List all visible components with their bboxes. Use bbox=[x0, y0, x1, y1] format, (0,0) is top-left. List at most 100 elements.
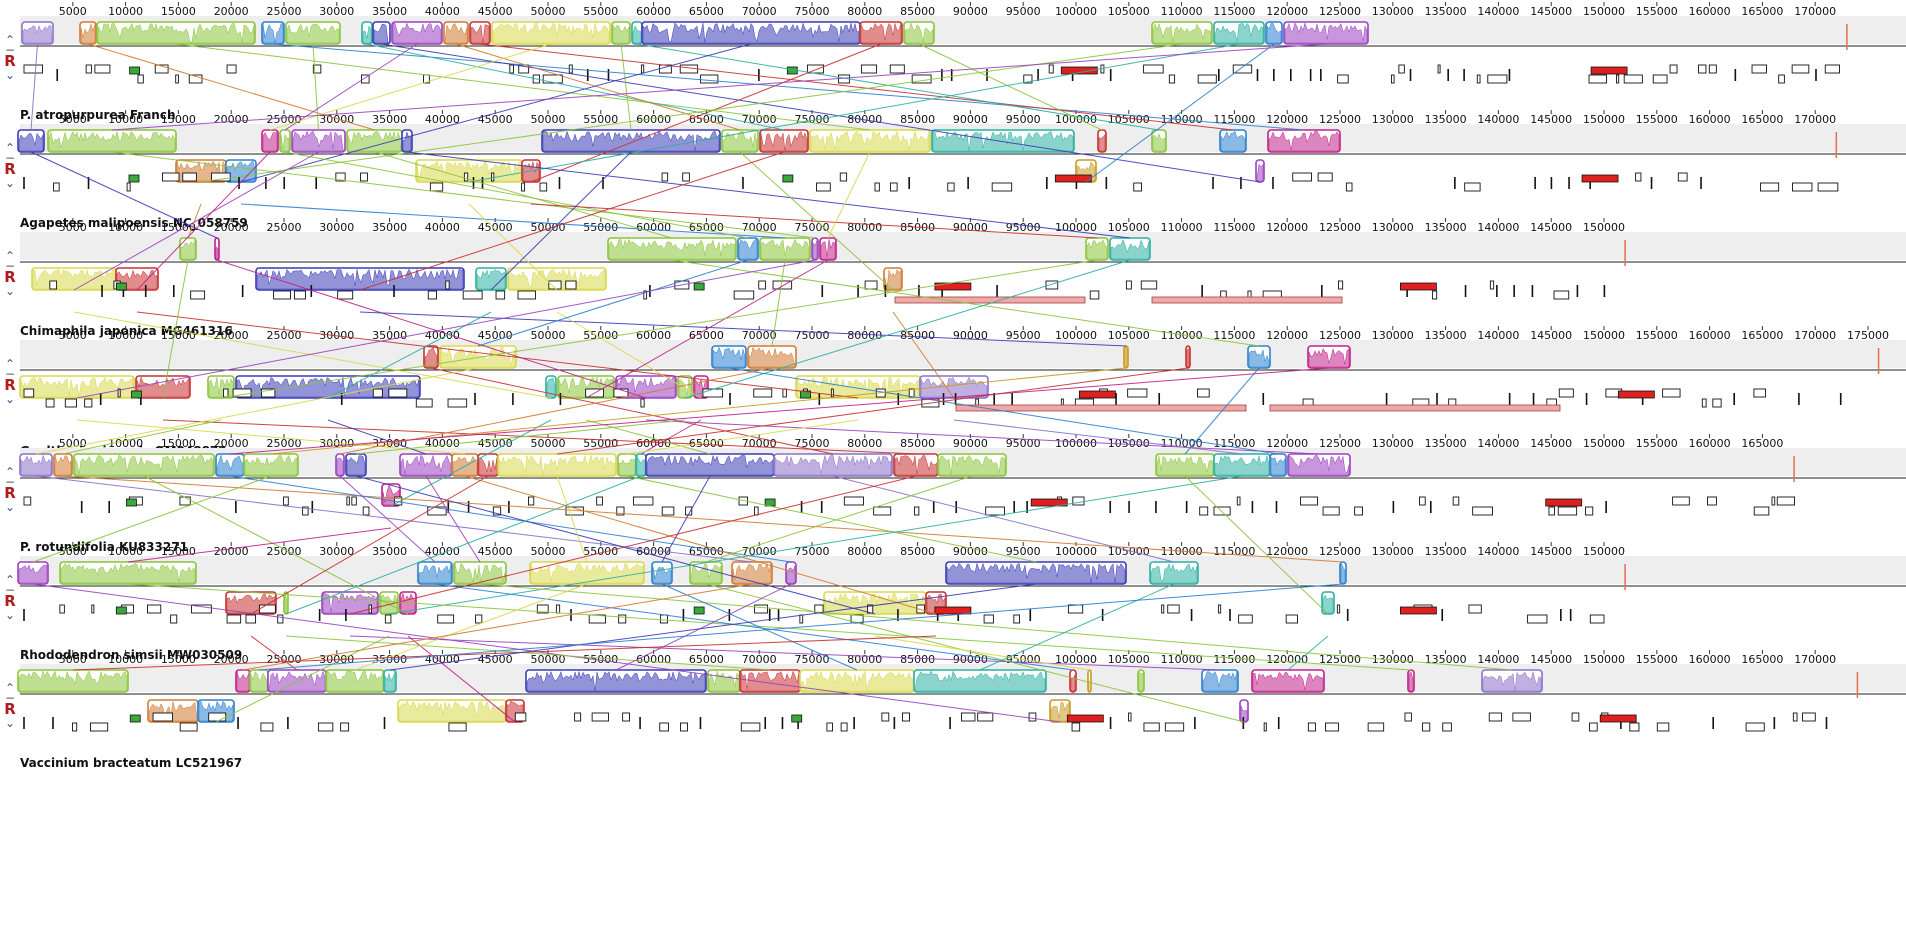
lcb-block[interactable] bbox=[1321, 591, 1335, 615]
lcb-block[interactable] bbox=[759, 237, 811, 261]
lcb-block[interactable] bbox=[611, 21, 631, 45]
collapse-button[interactable]: − bbox=[4, 259, 16, 273]
lcb-block[interactable] bbox=[59, 561, 197, 585]
shift-up-button[interactable]: ⌃ bbox=[4, 249, 16, 263]
lcb-block[interactable] bbox=[475, 267, 507, 291]
lcb-block[interactable] bbox=[261, 129, 279, 153]
lcb-block[interactable] bbox=[415, 159, 523, 183]
shift-down-button[interactable]: ⌄ bbox=[4, 68, 16, 82]
shift-up-button[interactable]: ⌃ bbox=[4, 141, 16, 155]
lcb-block[interactable] bbox=[1155, 453, 1215, 477]
lcb-block[interactable] bbox=[469, 21, 491, 45]
lcb-block[interactable] bbox=[96, 21, 256, 45]
lcb-block[interactable] bbox=[346, 129, 403, 153]
lcb-block[interactable] bbox=[31, 267, 117, 291]
lcb-block[interactable] bbox=[1287, 453, 1351, 477]
lcb-block[interactable] bbox=[937, 453, 1007, 477]
lcb-block[interactable] bbox=[1255, 159, 1265, 183]
lcb-block[interactable] bbox=[283, 591, 289, 615]
shift-down-button[interactable]: ⌄ bbox=[4, 392, 16, 406]
lcb-block[interactable] bbox=[823, 591, 927, 615]
lcb-block[interactable] bbox=[391, 21, 443, 45]
lcb-block[interactable] bbox=[17, 129, 45, 153]
shift-up-button[interactable]: ⌃ bbox=[4, 357, 16, 371]
lcb-block[interactable] bbox=[439, 345, 517, 369]
shift-up-button[interactable]: ⌃ bbox=[4, 681, 16, 695]
lcb-block[interactable] bbox=[207, 375, 235, 399]
lcb-block[interactable] bbox=[1267, 129, 1341, 153]
collapse-button[interactable]: − bbox=[4, 691, 16, 705]
shift-down-button[interactable]: ⌄ bbox=[4, 176, 16, 190]
lcb-block[interactable] bbox=[859, 21, 903, 45]
lcb-block[interactable] bbox=[379, 591, 399, 615]
lcb-block[interactable] bbox=[261, 21, 285, 45]
lcb-block[interactable] bbox=[721, 129, 759, 153]
lcb-block[interactable] bbox=[785, 561, 797, 585]
collapse-button[interactable]: − bbox=[4, 43, 16, 57]
lcb-block[interactable] bbox=[477, 453, 499, 477]
lcb-block[interactable] bbox=[497, 453, 617, 477]
lcb-block[interactable] bbox=[279, 129, 291, 153]
shift-down-button[interactable]: ⌄ bbox=[4, 284, 16, 298]
collapse-button[interactable]: − bbox=[4, 151, 16, 165]
lcb-block[interactable] bbox=[1085, 237, 1109, 261]
lcb-block[interactable] bbox=[819, 237, 837, 261]
lcb-block[interactable] bbox=[491, 21, 611, 45]
collapse-button[interactable]: − bbox=[4, 583, 16, 597]
lcb-block[interactable] bbox=[677, 375, 693, 399]
lcb-block[interactable] bbox=[1137, 669, 1145, 693]
lcb-block[interactable] bbox=[73, 453, 215, 477]
lcb-block[interactable] bbox=[423, 345, 439, 369]
lcb-block[interactable] bbox=[931, 129, 1075, 153]
lcb-block[interactable] bbox=[893, 453, 939, 477]
lcb-block[interactable] bbox=[135, 375, 191, 399]
lcb-block[interactable] bbox=[799, 669, 915, 693]
lcb-block[interactable] bbox=[1283, 21, 1369, 45]
lcb-block[interactable] bbox=[1481, 669, 1543, 693]
lcb-block[interactable] bbox=[1087, 669, 1092, 693]
lcb-block[interactable] bbox=[453, 561, 507, 585]
lcb-block[interactable] bbox=[179, 237, 197, 261]
lcb-block[interactable] bbox=[1185, 345, 1191, 369]
lcb-block[interactable] bbox=[361, 21, 373, 45]
lcb-block[interactable] bbox=[1213, 21, 1265, 45]
lcb-block[interactable] bbox=[1123, 345, 1129, 369]
lcb-block[interactable] bbox=[1069, 669, 1077, 693]
lcb-block[interactable] bbox=[747, 345, 797, 369]
lcb-block[interactable] bbox=[529, 561, 645, 585]
lcb-block[interactable] bbox=[249, 669, 269, 693]
lcb-block[interactable] bbox=[541, 129, 721, 153]
reverse-complement-button[interactable]: R bbox=[4, 700, 16, 718]
lcb-block[interactable] bbox=[651, 561, 673, 585]
lcb-block[interactable] bbox=[711, 345, 747, 369]
lcb-block[interactable] bbox=[739, 669, 801, 693]
lcb-block[interactable] bbox=[1251, 669, 1325, 693]
lcb-block[interactable] bbox=[737, 237, 759, 261]
lcb-block[interactable] bbox=[285, 21, 341, 45]
lcb-block[interactable] bbox=[707, 669, 741, 693]
lcb-block[interactable] bbox=[521, 159, 541, 183]
lcb-block[interactable] bbox=[215, 453, 245, 477]
lcb-block[interactable] bbox=[1247, 345, 1271, 369]
lcb-block[interactable] bbox=[1265, 21, 1283, 45]
lcb-block[interactable] bbox=[19, 375, 135, 399]
lcb-block[interactable] bbox=[372, 21, 391, 45]
lcb-block[interactable] bbox=[689, 561, 723, 585]
lcb-block[interactable] bbox=[291, 129, 346, 153]
shift-up-button[interactable]: ⌃ bbox=[4, 573, 16, 587]
lcb-block[interactable] bbox=[17, 561, 49, 585]
lcb-block[interactable] bbox=[1213, 453, 1271, 477]
lcb-block[interactable] bbox=[399, 591, 417, 615]
lcb-block[interactable] bbox=[53, 453, 73, 477]
lcb-block[interactable] bbox=[1151, 129, 1167, 153]
shift-up-button[interactable]: ⌃ bbox=[4, 33, 16, 47]
shift-down-button[interactable]: ⌄ bbox=[4, 500, 16, 514]
reverse-complement-button[interactable]: R bbox=[4, 592, 16, 610]
lcb-block[interactable] bbox=[345, 453, 367, 477]
lcb-block[interactable] bbox=[47, 129, 177, 153]
lcb-block[interactable] bbox=[19, 453, 53, 477]
lcb-block[interactable] bbox=[795, 375, 921, 399]
lcb-block[interactable] bbox=[607, 237, 737, 261]
lcb-block[interactable] bbox=[903, 21, 935, 45]
lcb-block[interactable] bbox=[451, 453, 479, 477]
